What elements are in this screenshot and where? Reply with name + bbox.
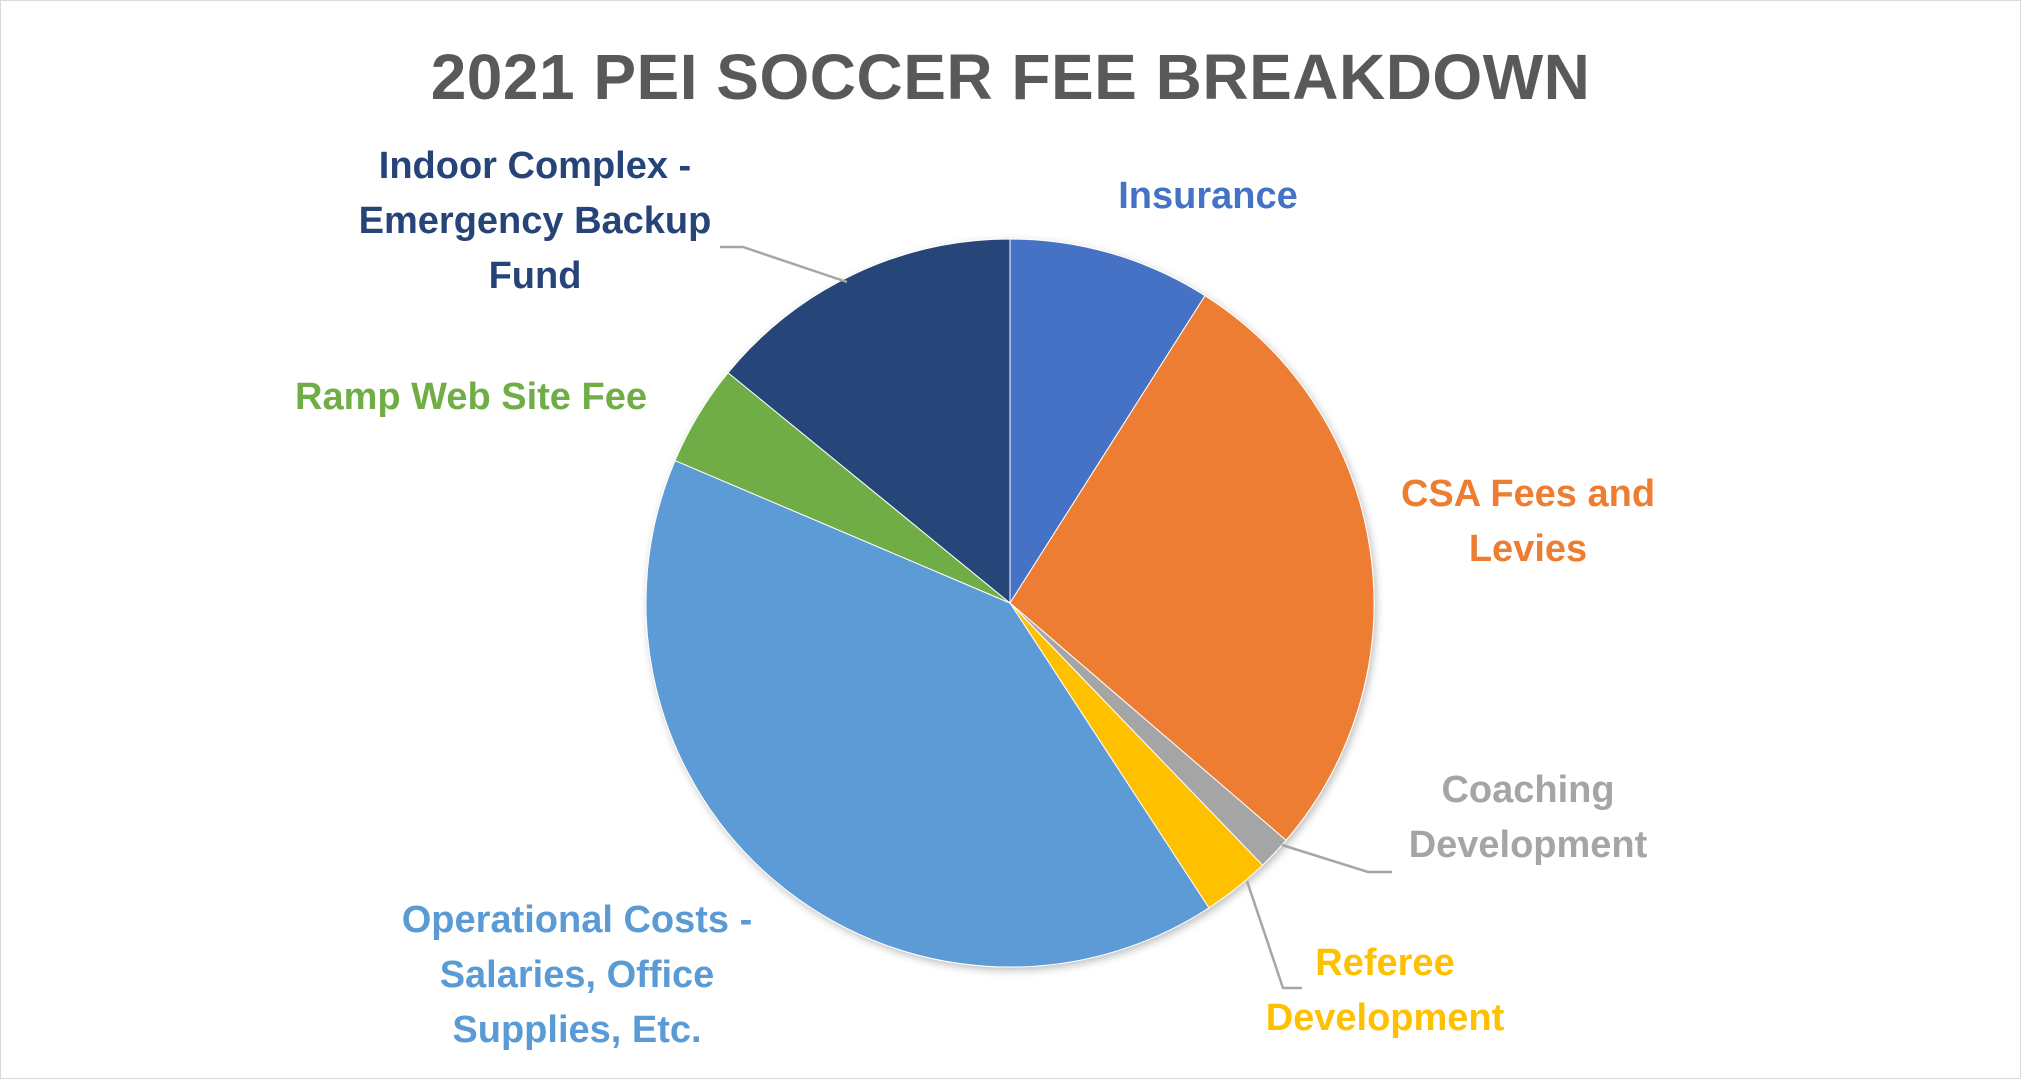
data-label-line: Referee	[1315, 942, 1454, 984]
data-label-line: Salaries, Office	[440, 954, 715, 996]
leader-line-indoor-complex-emergency-backup-fund	[720, 245, 848, 284]
data-label-line: Development	[1266, 997, 1505, 1039]
data-label-coaching-development: Coaching Development	[1409, 769, 1648, 866]
data-label-line: Indoor Complex -	[379, 145, 691, 187]
data-label-line: Supplies, Etc.	[452, 1009, 701, 1051]
data-label-indoor-complex-emergency-backup-fund: Indoor Complex - Emergency Backup Fund	[359, 145, 712, 297]
data-label-ramp-web-site-fee: Ramp Web Site Fee	[295, 376, 647, 418]
data-label-line: Fund	[489, 255, 582, 297]
pie-slice-operational-costs-salaries-office-supplies-etc	[645, 459, 1210, 968]
pie-slice-insurance	[1009, 238, 1206, 605]
pie-slice-indoor-complex-emergency-backup-fund	[727, 238, 1011, 605]
data-label-referee-development: Referee Development	[1266, 942, 1505, 1039]
data-label-line: Insurance	[1118, 175, 1298, 217]
data-label-line: CSA Fees and	[1401, 473, 1655, 515]
leader-line-coaching-development	[1281, 843, 1392, 874]
data-label-line: Operational Costs -	[402, 899, 753, 941]
data-label-operational-costs-salaries-office-supplies-etc: Operational Costs - Salaries, Office Suppl…	[402, 899, 753, 1051]
data-label-line: Emergency Backup	[359, 200, 712, 242]
data-label-line: Development	[1409, 824, 1648, 866]
leader-line-referee-development	[1245, 880, 1302, 990]
data-label-insurance: Insurance	[1118, 175, 1298, 217]
chart-title: 2021 PEI SOCCER FEE BREAKDOWN	[430, 41, 1591, 113]
data-label-line: Levies	[1469, 528, 1587, 570]
data-label-line: Ramp Web Site Fee	[295, 376, 647, 418]
data-label-csa-fees-and-levies: CSA Fees and Levies	[1401, 473, 1655, 570]
data-label-line: Coaching	[1441, 769, 1614, 811]
pie-slice-csa-fees-and-levies	[1009, 294, 1375, 841]
